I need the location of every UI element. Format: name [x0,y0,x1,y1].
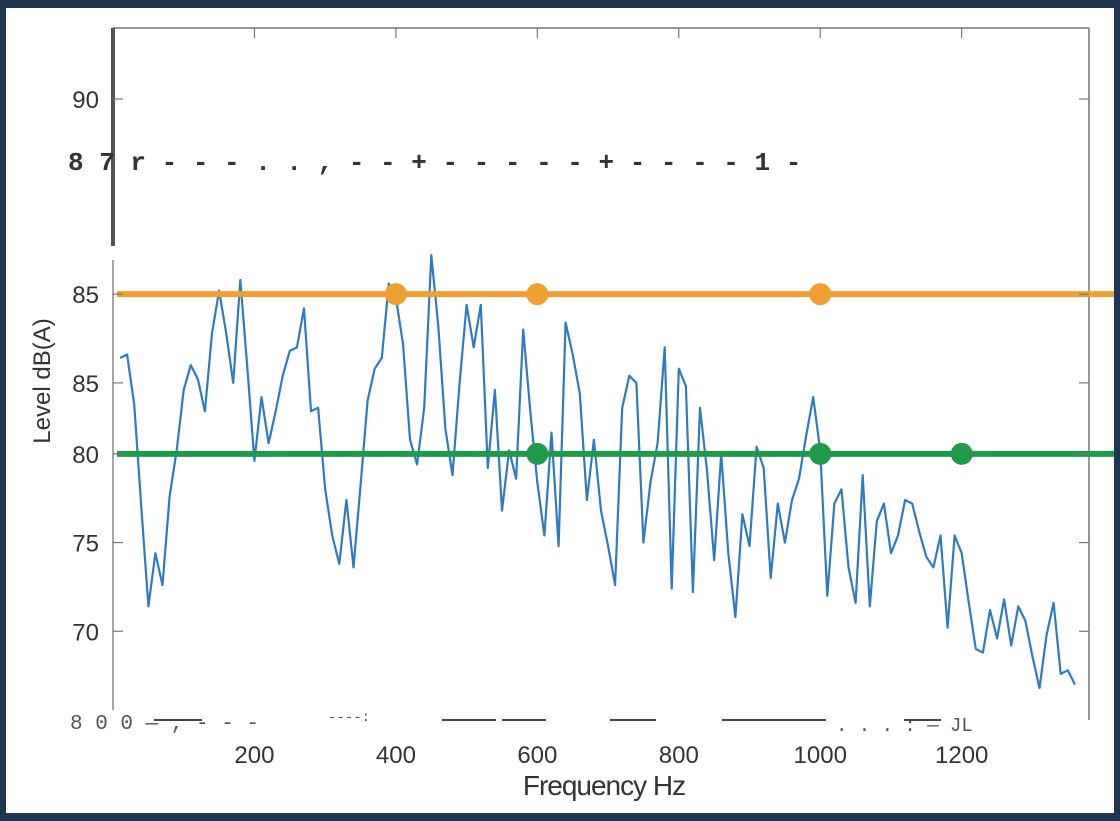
threshold-marker [384,283,407,306]
artifact-text-dash: ----: [328,710,370,726]
x-tick-label: 200 [234,742,274,769]
x-tick-label: 600 [517,742,557,769]
line-chart: 90 85 85 80 75 70 200 400 600 800 1000 1200 8 7 r -… [29,27,1114,801]
threshold-marker [526,442,549,465]
y-tick-label: 85 [72,371,99,398]
threshold-layer [117,283,1114,465]
series-layer [119,254,1076,690]
x-tick-label: 400 [376,742,416,769]
threshold-marker [950,442,973,465]
series-line [119,254,1076,690]
artifact-text-dots: . . . : — JL [836,715,973,737]
threshold-marker [809,442,832,465]
x-tick-label: 1000 [794,742,847,769]
y-tick-label: 70 [72,619,99,646]
artifact-text-bottom: 8 0 0 — , - - - [70,713,259,736]
y-axis-label: Level dB(A) [29,318,56,443]
x-tick-label: 1200 [935,742,988,769]
y-tick-label: 75 [72,531,99,558]
artifact-text-87: 8 7 r - - - . . , - - + - - - - - + - - … [68,148,801,178]
threshold-marker [809,283,832,306]
x-axis-label: Frequency Hz [523,770,685,801]
tick-labels: 90 85 85 80 75 70 200 400 600 800 1000 1200 [72,28,1089,769]
x-tick-label: 800 [659,742,699,769]
y-tick-label: 80 [72,442,99,469]
axes [111,27,1090,720]
threshold-marker [526,283,549,306]
y-tick-label: 85 [72,282,99,309]
y-tick-label: 90 [72,87,99,114]
plot-frame: 90 85 85 80 75 70 200 400 600 800 1000 1200 8 7 r -… [6,8,1114,813]
scan-artifacts: 8 7 r - - - . . , - - + - - - - - + - - … [68,148,973,737]
